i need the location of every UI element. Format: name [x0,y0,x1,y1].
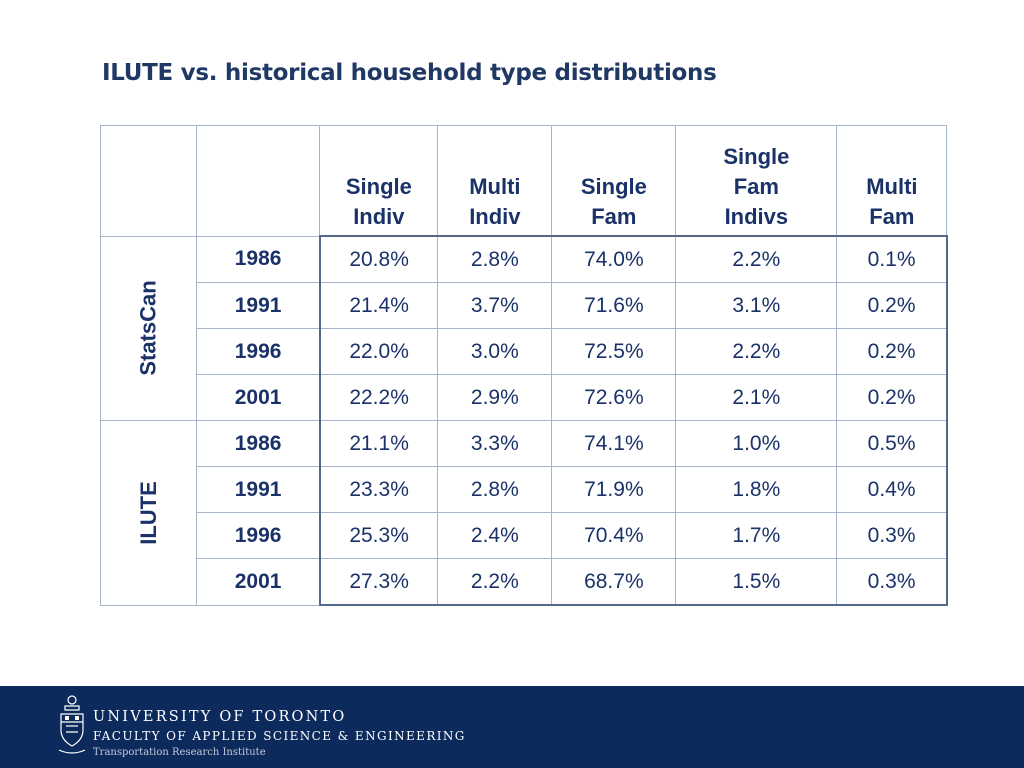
value-cell: 72.6% [551,374,677,421]
value-cell: 70.4% [551,512,677,559]
table-row: 2001 27.3% 2.2% 68.7% 1.5% 0.3% [101,558,948,606]
group-label-ilute: ILUTE [99,420,198,606]
value-cell: 2.2% [675,235,838,283]
value-cell: 2.2% [437,558,553,606]
col-header: Multi Fam [836,125,948,237]
col-header: Multi Indiv [437,125,553,237]
value-cell: 2.9% [437,374,553,421]
value-cell: 3.1% [675,282,838,329]
university-name: UNIVERSITY OF TORONTO [93,709,347,725]
value-cell: 0.2% [836,374,948,421]
year-cell: 2001 [196,374,321,421]
value-cell: 2.8% [437,235,553,283]
value-cell: 21.4% [318,282,439,329]
table-row: 1991 21.4% 3.7% 71.6% 3.1% 0.2% [101,282,948,329]
col-header: Single Fam [551,125,677,237]
value-cell: 0.2% [836,328,948,375]
value-cell: 2.2% [675,328,838,375]
value-cell: 1.7% [675,512,838,559]
year-cell: 1996 [196,328,321,375]
value-cell: 3.3% [437,420,553,467]
table-row: 1996 22.0% 3.0% 72.5% 2.2% 0.2% [101,328,948,375]
slide-title: ILUTE vs. historical household type dist… [102,60,717,86]
value-cell: 71.9% [551,466,677,513]
year-cell: 1991 [196,466,321,513]
household-distribution-table: Single Indiv Multi Indiv Single Fam Single F… [99,125,948,606]
year-cell: 1991 [196,282,321,329]
faculty-name: FACULTY OF APPLIED SCIENCE & ENGINEERING [93,729,466,743]
table-header-row: Single Indiv Multi Indiv Single Fam Single F… [99,125,948,237]
value-cell: 0.2% [836,282,948,329]
value-cell: 23.3% [318,466,439,513]
corner-cell [99,125,198,237]
year-cell: 1996 [196,512,321,559]
university-crest-icon [58,695,86,754]
value-cell: 3.0% [437,328,553,375]
value-cell: 22.0% [318,328,439,375]
year-cell: 2001 [196,558,321,606]
value-cell: 25.3% [318,512,439,559]
table-row: ILUTE 1986 21.1% 3.3% 74.1% 1.0% 0.5% [99,420,948,606]
col-header: Single Fam Indivs [675,125,838,237]
col-header: Single Indiv [319,125,439,237]
value-cell: 2.4% [437,512,553,559]
footer-banner: UNIVERSITY OF TORONTO FACULTY OF APPLIED… [0,686,1024,768]
value-cell: 72.5% [551,328,677,375]
group-label-statscan: StatsCan [99,235,198,421]
value-cell: 1.0% [675,420,838,467]
table-row: 2001 22.2% 2.9% 72.6% 2.1% 0.2% [101,374,948,421]
value-cell: 0.5% [836,420,948,467]
value-cell: 74.1% [551,420,677,467]
value-cell: 71.6% [551,282,677,329]
value-cell: 68.7% [551,558,677,606]
value-cell: 20.8% [318,235,439,283]
year-header-cell [196,125,321,237]
year-cell: 1986 [196,420,321,467]
table-row: StatsCan 1986 20.8% 2.8% 74.0% 2.2% 0.1% [99,235,948,421]
value-cell: 74.0% [551,235,677,283]
value-cell: 0.3% [836,512,948,559]
value-cell: 2.8% [437,466,553,513]
year-cell: 1986 [196,235,321,283]
value-cell: 27.3% [318,558,439,606]
table-row: 1991 23.3% 2.8% 71.9% 1.8% 0.4% [101,466,948,513]
value-cell: 0.3% [836,558,948,606]
value-cell: 3.7% [437,282,553,329]
value-cell: 21.1% [318,420,439,467]
value-cell: 1.5% [675,558,838,606]
value-cell: 0.4% [836,466,948,513]
value-cell: 1.8% [675,466,838,513]
institute-name: Transportation Research Institute [93,747,266,758]
value-cell: 2.1% [675,374,838,421]
table-row: 1996 25.3% 2.4% 70.4% 1.7% 0.3% [101,512,948,559]
value-cell: 0.1% [836,235,948,283]
value-cell: 22.2% [318,374,439,421]
